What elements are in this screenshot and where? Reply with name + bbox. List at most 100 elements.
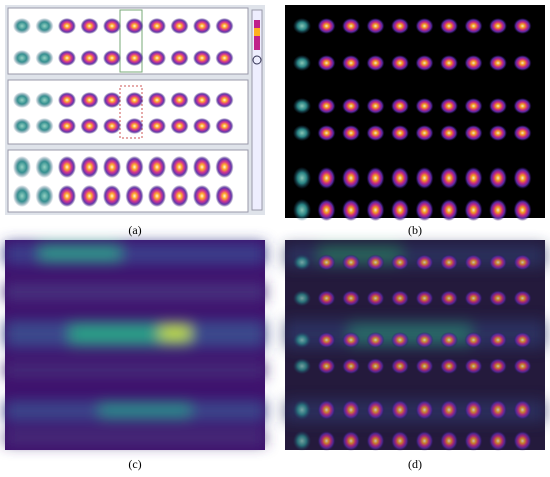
- scan-slice: [35, 156, 54, 178]
- panel-a: [5, 5, 265, 215]
- scan-slice: [58, 18, 76, 34]
- scan-slice: [366, 430, 385, 451]
- scan-slice: [80, 50, 99, 66]
- scan-slice: [342, 399, 360, 420]
- scan-slice: [366, 331, 385, 348]
- scan-slice: [103, 118, 121, 134]
- scan-slice: [193, 50, 211, 66]
- scan-slice: [293, 430, 311, 451]
- scan-slice: [215, 185, 234, 207]
- scan-slice: [293, 167, 311, 189]
- scan-slice: [513, 125, 532, 141]
- scan-slice: [148, 50, 166, 66]
- scan-slice: [170, 118, 189, 134]
- scan-slice: [58, 185, 76, 207]
- scan-slice: [366, 358, 385, 375]
- scan-slice: [103, 92, 121, 108]
- scan-slice: [464, 430, 483, 451]
- scan-slice: [391, 167, 409, 189]
- scan-slice: [391, 125, 409, 141]
- scan-slice: [342, 331, 360, 348]
- scan-slice: [513, 167, 532, 189]
- scan-slice: [440, 254, 458, 271]
- scan-slice: [293, 55, 311, 71]
- scan-slice: [193, 18, 211, 34]
- scan-slice: [464, 98, 483, 114]
- scan-slice: [489, 290, 507, 307]
- scan-slice: [342, 430, 360, 451]
- scan-slice: [13, 185, 31, 207]
- scan-slice: [415, 399, 434, 420]
- scan-slice: [489, 18, 507, 34]
- scan-slice: [13, 156, 31, 178]
- scan-slice: [464, 18, 483, 34]
- scan-slice: [391, 254, 409, 271]
- scan-slice: [440, 331, 458, 348]
- scan-slice: [391, 55, 409, 71]
- scan-slice: [13, 18, 31, 34]
- scan-slice: [513, 55, 532, 71]
- scan-slice: [489, 98, 507, 114]
- scan-slice: [215, 92, 234, 108]
- scan-slice: [317, 125, 336, 141]
- scan-slice: [513, 98, 532, 114]
- scan-slice: [170, 92, 189, 108]
- scan-slice: [513, 199, 532, 221]
- scan-slice: [58, 118, 76, 134]
- scan-slice: [58, 50, 76, 66]
- scan-slice: [440, 199, 458, 221]
- scan-slice: [342, 18, 360, 34]
- scan-slice: [193, 118, 211, 134]
- scan-slice: [293, 125, 311, 141]
- scan-slice: [148, 118, 166, 134]
- scan-slice: [317, 167, 336, 189]
- scan-slice: [464, 55, 483, 71]
- scan-slice: [415, 167, 434, 189]
- scan-slice: [415, 55, 434, 71]
- scan-slice: [342, 55, 360, 71]
- scan-slice: [415, 290, 434, 307]
- scan-slice: [170, 50, 189, 66]
- scan-slice: [440, 18, 458, 34]
- panel-d: [285, 240, 545, 451]
- scan-slice: [215, 156, 234, 178]
- scan-slice: [80, 156, 99, 178]
- scan-slice: [513, 399, 532, 420]
- panel-label: (b): [408, 223, 422, 237]
- scan-slice: [125, 92, 144, 108]
- scan-slice: [125, 118, 144, 134]
- scan-slice: [293, 18, 311, 34]
- scan-slice: [80, 92, 99, 108]
- panel-c: [5, 240, 265, 450]
- scan-slice: [489, 331, 507, 348]
- scan-slice: [391, 430, 409, 451]
- scan-slice: [103, 18, 121, 34]
- scan-slice: [317, 358, 336, 375]
- scan-slice: [103, 156, 121, 178]
- scan-slice: [464, 290, 483, 307]
- scan-slice: [193, 185, 211, 207]
- scan-slice: [170, 156, 189, 178]
- scan-slice: [35, 118, 54, 134]
- scan-slice: [148, 18, 166, 34]
- scan-slice: [440, 125, 458, 141]
- scan-slice: [293, 254, 311, 271]
- scan-slice: [415, 125, 434, 141]
- panel-label: (c): [128, 457, 141, 471]
- scan-slice: [80, 118, 99, 134]
- scan-slice: [415, 18, 434, 34]
- scan-slice: [366, 254, 385, 271]
- scan-slice: [58, 156, 76, 178]
- scan-slice: [125, 156, 144, 178]
- scan-slice: [317, 199, 336, 221]
- scan-slice: [391, 199, 409, 221]
- scan-slice: [415, 430, 434, 451]
- scan-slice: [464, 399, 483, 420]
- scan-slice: [440, 430, 458, 451]
- scan-slice: [215, 118, 234, 134]
- scan-slice: [317, 430, 336, 451]
- scan-slice: [464, 254, 483, 271]
- scan-slice: [148, 92, 166, 108]
- scan-slice: [342, 199, 360, 221]
